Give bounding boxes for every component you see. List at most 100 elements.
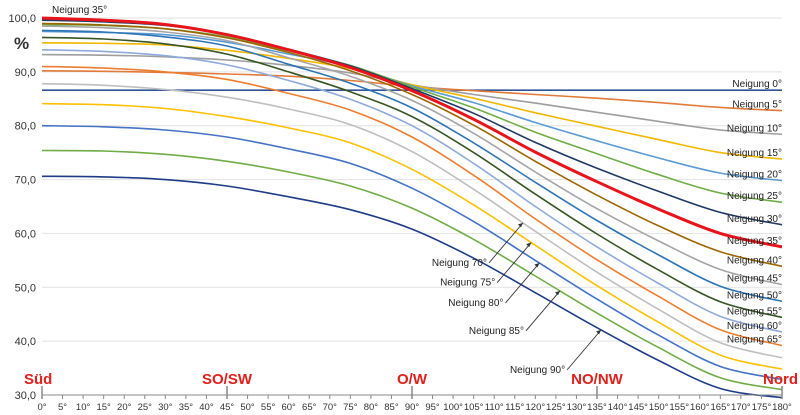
series-label: Neigung 55°	[727, 306, 782, 317]
x-tick-label: 75°	[343, 402, 358, 413]
callout-label: Neigung 80°	[448, 298, 503, 309]
direction-label: NO/NW	[571, 371, 624, 388]
x-tick-label: 90°	[405, 402, 420, 413]
x-tick-label: 50°	[240, 402, 255, 413]
y-axis-ticks: 30,0 40,0 50,0 60,0 70,0 80,0 90,0 100,0	[8, 13, 36, 402]
x-tick-label: 5°	[58, 402, 67, 413]
x-tick-label: 0°	[37, 402, 46, 413]
direction-labels: Süd SO/SW O/W NO/NW Nord	[24, 371, 798, 388]
series-label: Neigung 30°	[727, 214, 782, 225]
x-tick-label: 85°	[384, 402, 399, 413]
callout-arrowhead	[555, 290, 560, 296]
direction-label: Süd	[24, 371, 52, 388]
y-tick-label: 50,0	[15, 282, 36, 294]
series-label: Neigung 25°	[727, 191, 782, 202]
x-tick-label: 135°	[587, 402, 607, 413]
x-tick-label: 150°	[649, 402, 669, 413]
x-tick-label: 95°	[425, 402, 440, 413]
series-line	[41, 25, 783, 286]
x-tick-label: 180°	[772, 402, 792, 413]
callout-line	[488, 222, 524, 264]
series-lines	[41, 16, 783, 399]
x-tick-label: 80°	[364, 402, 379, 413]
x-tick-label: 105°	[464, 402, 484, 413]
series-label: Neigung 20°	[727, 170, 782, 181]
x-tick-label: 125°	[546, 402, 566, 413]
callout-label: Neigung 75°	[440, 278, 495, 289]
x-tick-label: 165°	[711, 402, 731, 413]
x-tick-label: 160°	[690, 402, 710, 413]
x-tick-label: 20°	[117, 402, 132, 413]
series-line	[41, 23, 783, 203]
x-tick-label: 10°	[76, 402, 91, 413]
series-line	[41, 175, 783, 399]
series-label: Neigung 45°	[727, 274, 782, 285]
callout-arrowhead	[534, 262, 540, 268]
series-line	[41, 49, 783, 333]
x-tick-label: 55°	[261, 402, 276, 413]
series-line	[41, 65, 783, 347]
x-tick-label: 155°	[669, 402, 689, 413]
x-axis-ticks: 0° 5° 10° 15° 20° 25° 30° 35° 40° 45° 50° 55° 60° 65°…	[37, 395, 792, 413]
series-callouts: Neigung 70° Neigung 75° Neigung 80° Neigung…	[432, 222, 602, 376]
x-tick-label: 170°	[731, 402, 751, 413]
x-tick-label: 25°	[138, 402, 153, 413]
series-label: Neigung 35°	[727, 236, 782, 247]
x-tick-label: 70°	[323, 402, 338, 413]
x-tick-label: 65°	[302, 402, 317, 413]
gridlines	[42, 17, 782, 396]
y-tick-label: 70,0	[15, 175, 36, 187]
series-line	[41, 16, 783, 249]
callout-label: Neigung 90°	[510, 365, 565, 376]
x-tick-label: 100°	[443, 402, 463, 413]
series-line	[41, 149, 783, 391]
x-tick-label: 40°	[199, 402, 214, 413]
x-tick-label: 110°	[485, 402, 504, 413]
x-tick-label: 30°	[158, 402, 173, 413]
x-tick-label: 130°	[567, 402, 587, 413]
callout-arrowhead	[596, 329, 602, 335]
y-tick-label: 90,0	[15, 67, 36, 79]
callout-label: Neigung 70°	[432, 258, 487, 269]
y-tick-label: 30,0	[15, 390, 36, 402]
direction-label: O/W	[397, 371, 428, 388]
y-axis-label: %	[14, 34, 29, 53]
series-label: Neigung 60°	[727, 321, 782, 332]
x-tick-label: 15°	[96, 402, 111, 413]
series-line	[41, 30, 783, 182]
callout-arrowhead	[526, 242, 532, 248]
x-tick-label: 145°	[628, 402, 648, 413]
series-label: Neigung 65°	[727, 334, 782, 345]
y-tick-label: 60,0	[15, 228, 36, 240]
direction-label: SO/SW	[202, 371, 253, 388]
series-label: Neigung 50°	[727, 290, 782, 301]
callout-arrowhead	[518, 222, 523, 228]
series-line	[41, 22, 783, 268]
x-tick-label: 140°	[608, 402, 628, 413]
series-label: Neigung 15°	[727, 148, 782, 159]
series-line	[41, 124, 783, 381]
series-label: Neigung 40°	[727, 255, 782, 266]
x-tick-label: 45°	[220, 402, 235, 413]
callout-line	[505, 262, 540, 304]
x-tick-label: 120°	[526, 402, 546, 413]
callout-line	[525, 290, 561, 332]
callout-line	[496, 242, 532, 283]
y-tick-label: 80,0	[15, 121, 36, 133]
series-line	[41, 29, 783, 303]
direction-label: Nord	[763, 371, 798, 388]
series-label: Neigung 5°	[732, 100, 782, 111]
series-line	[41, 36, 783, 319]
series-line	[41, 102, 783, 370]
series-labels: Neigung 0° Neigung 5° Neigung 10° Neigung 1…	[52, 5, 782, 345]
series-line	[41, 82, 783, 359]
callout-line	[566, 329, 602, 371]
series-line	[41, 42, 783, 160]
x-tick-label: 60°	[281, 402, 296, 413]
x-tick-label: 115°	[505, 402, 524, 413]
callout-label: Neigung 85°	[469, 326, 524, 337]
y-tick-label: 100,0	[8, 13, 36, 25]
series-label: Neigung 10°	[727, 123, 782, 134]
series-label: Neigung 0°	[732, 79, 782, 90]
